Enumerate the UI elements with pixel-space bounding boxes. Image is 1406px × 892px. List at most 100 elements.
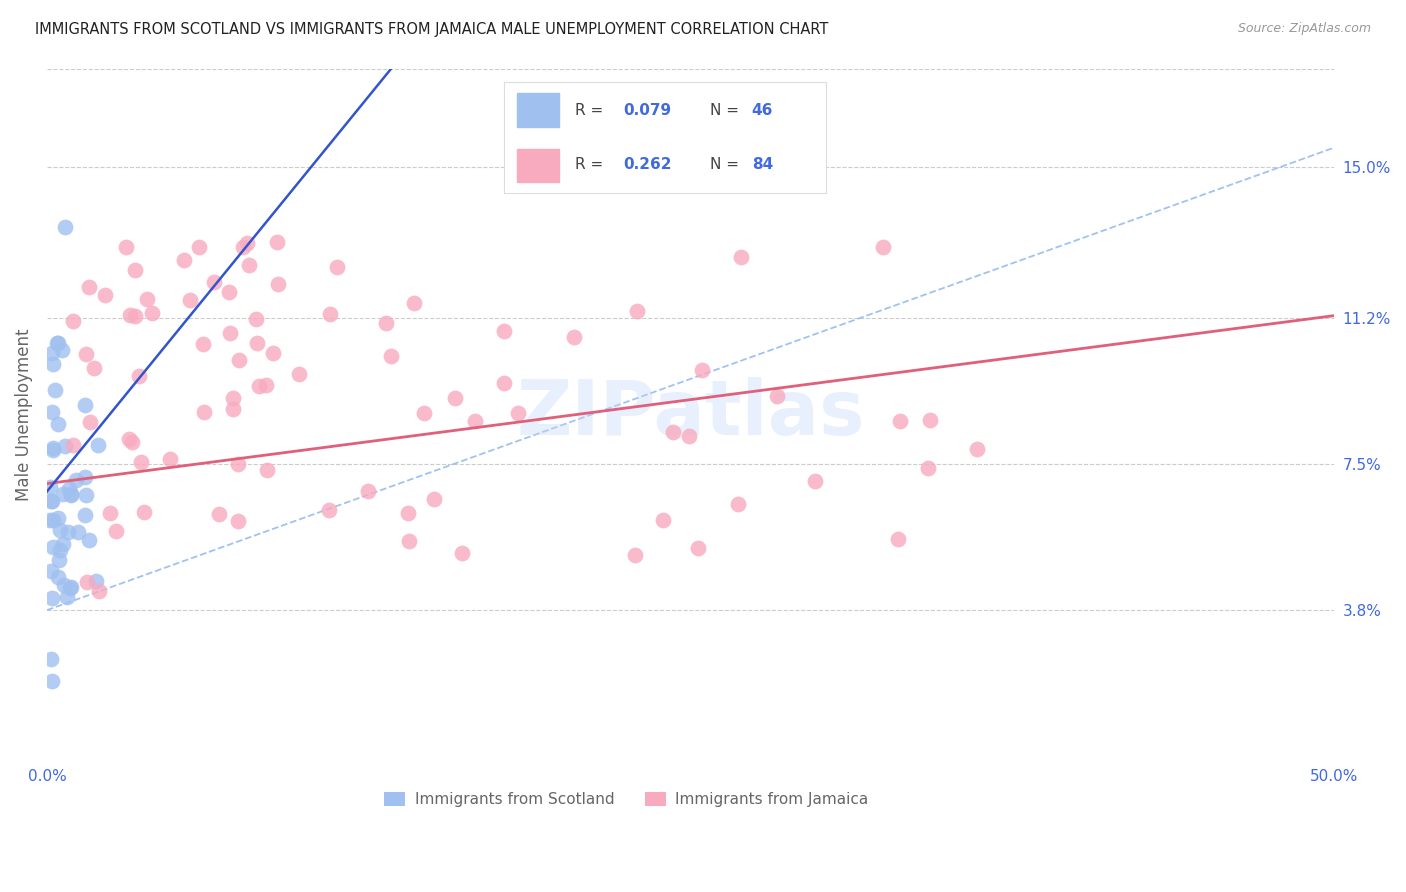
Point <box>124 310 146 324</box>
Point <box>236 235 259 250</box>
Point <box>73 508 96 523</box>
Point <box>41 591 63 606</box>
Point <box>75 470 97 484</box>
Point <box>626 304 648 318</box>
Y-axis label: Male Unemployment: Male Unemployment <box>15 328 32 500</box>
Point <box>124 263 146 277</box>
Point <box>326 260 349 275</box>
Point <box>730 250 752 264</box>
Point <box>115 240 138 254</box>
Point <box>226 514 249 528</box>
Point <box>245 312 267 326</box>
Point <box>59 581 82 595</box>
Point <box>262 346 284 360</box>
Point <box>39 651 62 665</box>
Point <box>374 316 396 330</box>
Point <box>49 543 72 558</box>
Point <box>87 438 110 452</box>
Point <box>39 513 62 527</box>
Point <box>41 673 63 688</box>
Point <box>506 406 529 420</box>
Point <box>94 288 117 302</box>
Point <box>494 324 516 338</box>
Point <box>727 497 749 511</box>
Point <box>218 285 240 299</box>
Point <box>966 442 988 456</box>
Point <box>46 417 69 431</box>
Point <box>159 452 181 467</box>
Point <box>398 533 420 548</box>
Point <box>52 578 75 592</box>
Point <box>443 391 465 405</box>
Point <box>76 574 98 589</box>
Point <box>624 549 647 563</box>
Point <box>193 405 215 419</box>
Point <box>53 219 76 234</box>
Point <box>464 414 486 428</box>
Point <box>41 405 63 419</box>
Point <box>918 413 941 427</box>
Point <box>494 376 516 390</box>
Point <box>121 435 143 450</box>
Point <box>254 377 277 392</box>
Point <box>661 425 683 440</box>
Point <box>232 240 254 254</box>
Point <box>804 475 827 489</box>
Point <box>688 541 710 556</box>
Point <box>319 307 342 321</box>
Point <box>58 524 80 539</box>
Point <box>83 361 105 376</box>
Point <box>65 473 87 487</box>
Point <box>75 398 97 412</box>
Point <box>179 293 201 308</box>
Point <box>60 580 83 594</box>
Point <box>75 347 97 361</box>
Point <box>396 506 419 520</box>
Point <box>256 463 278 477</box>
Point <box>41 441 63 455</box>
Point <box>451 546 474 560</box>
Point <box>246 335 269 350</box>
Point <box>87 584 110 599</box>
Point <box>48 336 70 351</box>
Point <box>53 439 76 453</box>
Point <box>75 488 97 502</box>
Point <box>266 235 288 249</box>
Point <box>52 536 75 550</box>
Point <box>413 406 436 420</box>
Point <box>79 533 101 548</box>
Point <box>52 487 75 501</box>
Point <box>39 494 62 508</box>
Point <box>423 492 446 507</box>
Legend: Immigrants from Scotland, Immigrants from Jamaica: Immigrants from Scotland, Immigrants fro… <box>377 785 876 815</box>
Point <box>202 275 225 289</box>
Point <box>79 415 101 429</box>
Point <box>562 329 585 343</box>
Point <box>221 391 243 405</box>
Point <box>41 494 63 508</box>
Point <box>226 458 249 472</box>
Point <box>173 253 195 268</box>
Point <box>267 277 290 292</box>
Text: ZIPatlas: ZIPatlas <box>516 377 865 451</box>
Point <box>131 455 153 469</box>
Point <box>62 438 84 452</box>
Point <box>219 326 242 340</box>
Point <box>46 570 69 584</box>
Point <box>44 384 66 398</box>
Point <box>58 482 80 496</box>
Point <box>228 353 250 368</box>
Point <box>77 280 100 294</box>
Point <box>404 296 426 310</box>
Point <box>59 488 82 502</box>
Point <box>318 502 340 516</box>
Point <box>49 523 72 537</box>
Point <box>120 308 142 322</box>
Point <box>66 524 89 539</box>
Point <box>766 389 789 403</box>
Point <box>690 363 713 377</box>
Point <box>357 484 380 499</box>
Point <box>46 511 69 525</box>
Point <box>188 240 211 254</box>
Point <box>288 367 311 381</box>
